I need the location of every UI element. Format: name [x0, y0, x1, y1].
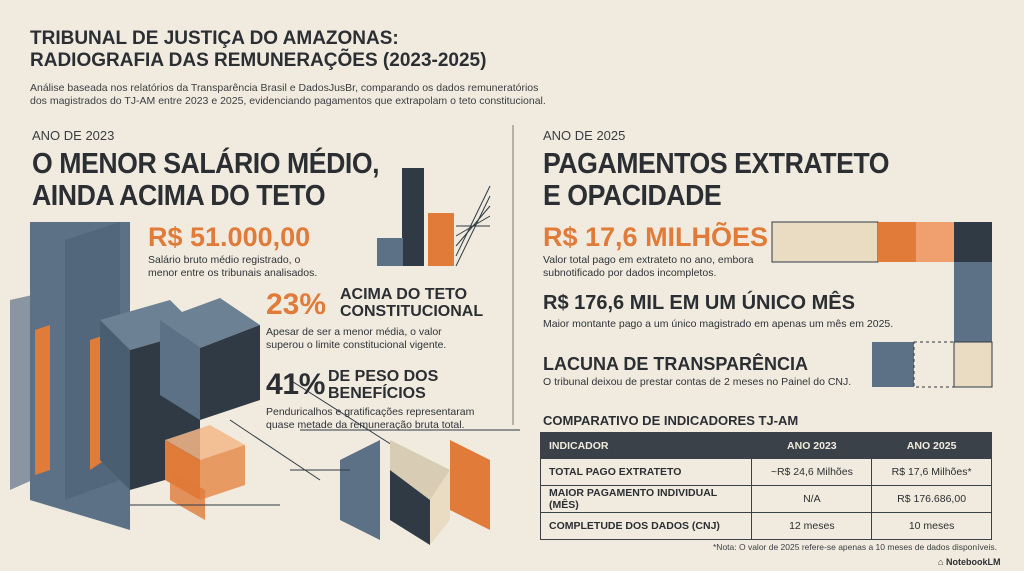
table-cell: TOTAL PAGO EXTRATETO [539, 458, 753, 486]
left-stat3-desc: Penduricalhos e gratificações representa… [266, 406, 475, 431]
table-cell: R$ 176.686,00 [871, 485, 992, 513]
logo-icon: ⌂ [938, 557, 944, 567]
left-stat1-value: R$ 51.000,00 [148, 222, 311, 252]
table-row: MAIOR PAGAMENTO INDIVIDUAL (MÊS) N/A R$ … [539, 485, 992, 513]
left-stat2-title: ACIMA DO TETO CONSTITUCIONAL [340, 286, 484, 320]
right-stat2-value: R$ 176,6 MIL EM UM ÚNICO MÊS [543, 292, 855, 314]
table-cell: 10 meses [871, 512, 992, 540]
right-stat3-title: LACUNA DE TRANSPARÊNCIA [543, 354, 808, 374]
page-title: TRIBUNAL DE JUSTIÇA DO AMAZONAS: RADIOGR… [30, 28, 570, 72]
table-header-2023: ANO 2023 [751, 432, 873, 459]
left-stat2-desc: Apesar de ser a menor média, o valor sup… [266, 326, 447, 351]
left-stat2-value: 23% [266, 288, 327, 321]
right-headline-line-2: E OPACIDADE [543, 180, 722, 212]
blocks-illustration-right [771, 221, 993, 388]
title-line-2: RADIOGRAFIA DAS REMUNERAÇÕES (2023-2025) [30, 50, 487, 71]
isometric-blocks-illustration [10, 222, 520, 545]
left-headline-line-1: O MENOR SALÁRIO MÉDIO, [32, 148, 380, 180]
notebooklm-logo: ⌂ NotebookLM [938, 557, 1000, 567]
table-cell: R$ 17,6 Milhões* [871, 458, 992, 486]
left-headline: O MENOR SALÁRIO MÉDIO, AINDA ACIMA DO TE… [32, 148, 418, 212]
bar-chart-icon [377, 168, 491, 267]
page-subtitle: Análise baseada nos relatórios da Transp… [30, 82, 546, 107]
right-headline-line-1: PAGAMENTOS EXTRATETO [543, 148, 890, 180]
left-section-label: ANO DE 2023 [32, 128, 115, 143]
right-stat2-desc: Maior montante pago a um único magistrad… [543, 318, 894, 330]
table-cell: 12 meses [751, 512, 873, 540]
logo-text: NotebookLM [945, 557, 1001, 567]
footnote: *Nota: O valor de 2025 refere-se apenas … [713, 542, 997, 552]
table-header-indicator: INDICADOR [539, 432, 753, 459]
right-stat3-desc: O tribunal deixou de prestar contas de 2… [543, 376, 852, 388]
right-stat1-desc: Valor total pago em extrateto no ano, em… [543, 254, 754, 279]
table-header-2025: ANO 2025 [871, 432, 992, 459]
table-cell: COMPLETUDE DOS DADOS (CNJ) [539, 512, 753, 540]
table-cell: MAIOR PAGAMENTO INDIVIDUAL (MÊS) [539, 485, 753, 513]
left-stat3-title: DE PESO DOS BENEFÍCIOS [328, 368, 439, 402]
table-cell: ~R$ 24,6 Milhões [751, 458, 873, 486]
comparison-table: INDICADOR ANO 2023 ANO 2025 TOTAL PAGO E… [539, 432, 992, 540]
table-title: COMPARATIVO DE INDICADORES TJ-AM [543, 413, 799, 428]
column-divider [512, 125, 514, 425]
right-stat1-value: R$ 17,6 MILHÕES [543, 222, 769, 252]
table-row: TOTAL PAGO EXTRATETO ~R$ 24,6 Milhões R$… [539, 458, 992, 486]
left-stat1-desc: Salário bruto médio registrado, o menor … [148, 254, 318, 279]
left-stat3-value: 41% [266, 368, 326, 401]
right-headline: PAGAMENTOS EXTRATETO E OPACIDADE [543, 148, 929, 212]
right-section-label: ANO DE 2025 [543, 128, 626, 143]
table-header-row: INDICADOR ANO 2023 ANO 2025 [539, 432, 992, 459]
table-cell: N/A [751, 485, 873, 513]
table-row: COMPLETUDE DOS DADOS (CNJ) 12 meses 10 m… [539, 512, 992, 540]
left-headline-line-2: AINDA ACIMA DO TETO [32, 180, 326, 212]
title-line-1: TRIBUNAL DE JUSTIÇA DO AMAZONAS: [30, 28, 399, 49]
